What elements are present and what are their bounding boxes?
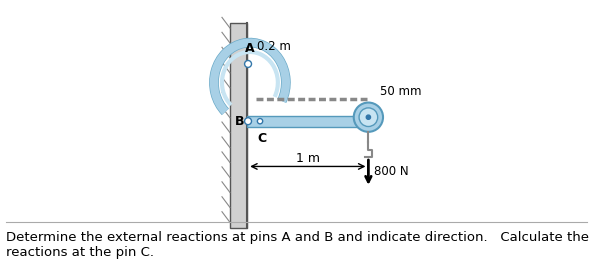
Text: C: C bbox=[258, 132, 267, 145]
Text: A: A bbox=[245, 42, 255, 55]
Bar bbox=[247, 116, 368, 126]
Circle shape bbox=[366, 115, 371, 119]
Text: B: B bbox=[234, 115, 244, 128]
Circle shape bbox=[359, 108, 378, 126]
Circle shape bbox=[354, 102, 383, 132]
Circle shape bbox=[244, 61, 251, 68]
Text: 0.2 m: 0.2 m bbox=[257, 40, 291, 53]
Bar bbox=[230, 23, 247, 228]
Text: 1 m: 1 m bbox=[296, 152, 320, 165]
Circle shape bbox=[244, 118, 251, 125]
Text: Determine the external reactions at pins A and B and indicate direction.   Calcu: Determine the external reactions at pins… bbox=[6, 231, 593, 259]
Circle shape bbox=[257, 119, 263, 124]
Text: 800 N: 800 N bbox=[374, 165, 409, 178]
Text: 50 mm: 50 mm bbox=[380, 85, 421, 98]
